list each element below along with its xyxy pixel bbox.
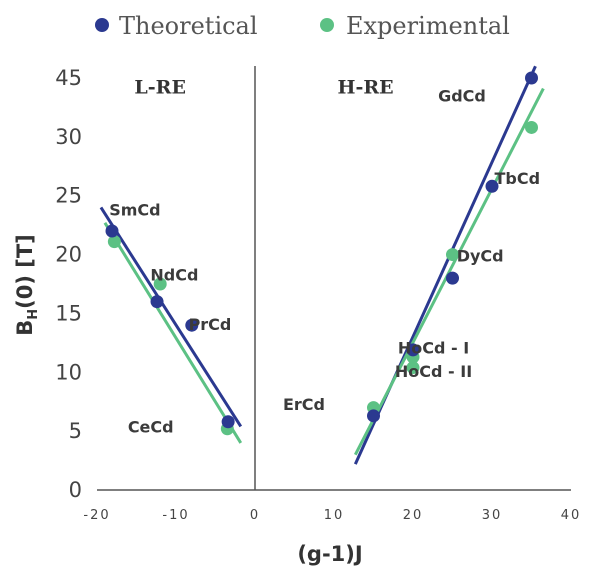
y-tick-label: 0 [69, 478, 82, 502]
y-axis-title-main: B [13, 320, 37, 336]
axes [97, 66, 571, 491]
y-axis-title-subscript: H [26, 309, 41, 320]
y-axis-title-rest: (0) [T] [13, 234, 37, 309]
x-tick-label: 0 [250, 508, 260, 523]
point-label: HoCd - II [395, 362, 472, 381]
region-label: H-RE [338, 76, 394, 98]
x-tick-labels: -20 -10 0 10 20 30 40 [83, 508, 582, 523]
point-label: HoCd - I [398, 338, 469, 357]
point-label: PrCd [189, 315, 232, 334]
data-point [221, 415, 235, 429]
data-point [107, 235, 121, 249]
data-point [367, 409, 380, 423]
data-point [105, 224, 119, 238]
x-tick-label: 10 [324, 508, 345, 523]
y-tick-label: 45 [55, 66, 82, 90]
y-tick-label: 25 [55, 184, 82, 208]
point-label: SmCd [109, 201, 160, 220]
fit-line [103, 222, 243, 444]
data-point [485, 179, 499, 193]
x-tick-label: 20 [403, 508, 424, 523]
y-axis-title: BH(0) [T] [13, 234, 41, 336]
data-point [525, 71, 538, 85]
legend-label: Experimental [346, 12, 510, 40]
point-label: TbCd [494, 169, 540, 188]
region-label: L-RE [134, 76, 186, 98]
legend: Theoretical Experimental [95, 12, 510, 40]
data-point [446, 248, 459, 262]
data-point [525, 120, 538, 134]
region-labels: L-RE H-RE [134, 76, 393, 98]
point-label: ErCd [283, 395, 325, 414]
y-tick-label: 10 [55, 360, 82, 384]
x-axis-title: (g-1)J [297, 542, 362, 566]
fit-line [353, 87, 545, 456]
x-tick-label: -20 [83, 508, 110, 523]
legend-marker [95, 18, 109, 32]
fit-lines [99, 65, 545, 465]
data-point [150, 295, 164, 309]
data-point [185, 318, 199, 332]
legend-marker [320, 18, 334, 32]
data-point [406, 361, 420, 375]
y-tick-labels: 0 5 10 15 20 25 30 45 [55, 66, 82, 502]
data-point [446, 271, 459, 285]
y-tick-label: 20 [55, 243, 82, 267]
data-point [153, 277, 167, 291]
x-tick-label: 40 [561, 508, 582, 523]
data-points [105, 71, 538, 436]
fit-line [99, 206, 243, 428]
legend-label: Theoretical [119, 12, 258, 40]
x-tick-label: -10 [162, 508, 189, 523]
point-label: CeCd [128, 417, 174, 436]
point-label: GdCd [438, 87, 486, 106]
y-tick-label: 15 [55, 301, 82, 325]
point-label: DyCd [457, 247, 504, 266]
x-tick-label: 30 [482, 508, 503, 523]
point-labels: SmCd NdCd PrCd CeCd ErCd HoCd - I HoCd - II DyC… [109, 87, 540, 437]
y-tick-label: 30 [55, 125, 82, 149]
point-label: NdCd [150, 265, 198, 284]
y-tick-label: 5 [69, 419, 82, 443]
data-point [406, 343, 420, 357]
